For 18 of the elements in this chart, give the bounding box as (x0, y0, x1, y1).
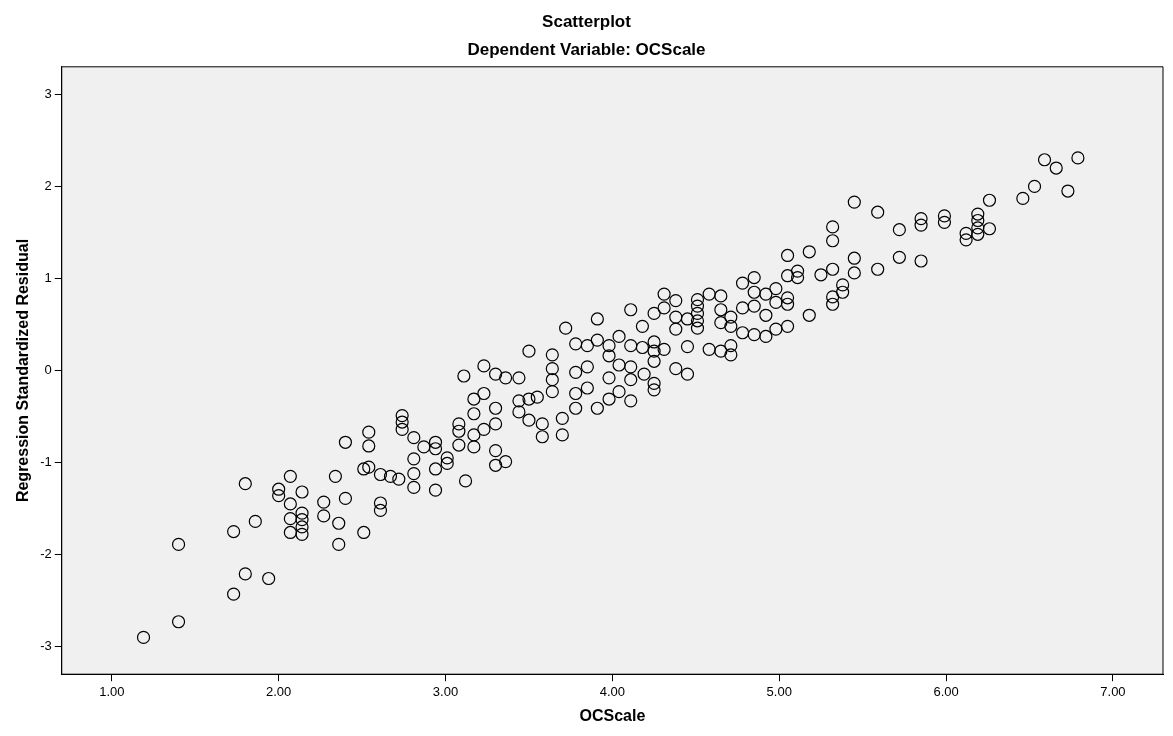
y-tick-label: 2 (44, 178, 52, 194)
chart-subtitle: Dependent Variable: OCScale (467, 40, 706, 60)
y-tick-label: 3 (44, 85, 52, 101)
y-axis-title: Regression Standardized Residual (14, 238, 32, 503)
x-tick-label: 6.00 (933, 683, 959, 699)
y-tick-label: -1 (40, 454, 52, 470)
x-tick-label: 1.00 (99, 683, 125, 699)
y-tick-label: -2 (40, 546, 52, 562)
chart-title: Scatterplot (542, 11, 632, 31)
x-tick-label: 2.00 (266, 683, 292, 699)
x-tick-label: 7.00 (1100, 683, 1126, 699)
x-axis-title: OCScale (579, 706, 646, 724)
x-tick-label: 5.00 (766, 683, 792, 699)
y-tick-label: 0 (44, 362, 52, 378)
x-tick-label: 4.00 (599, 683, 626, 699)
x-tick-label: 3.00 (432, 683, 459, 699)
y-tick-label: -3 (40, 638, 52, 654)
y-tick-label: 1 (44, 270, 52, 286)
